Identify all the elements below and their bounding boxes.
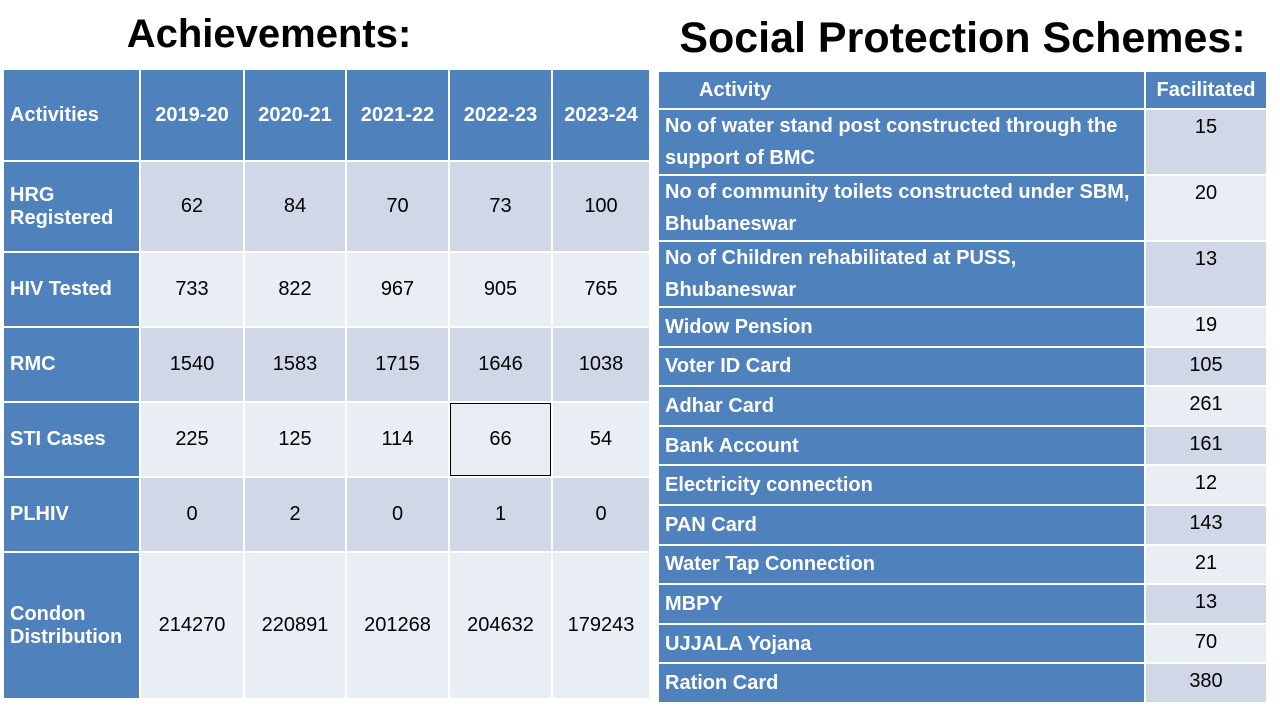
table-cell: 765 xyxy=(553,253,649,326)
facilitated-count: 20 xyxy=(1146,176,1266,240)
social-protection-title: Social Protection Schemes: xyxy=(679,14,1246,62)
column-header: Activity xyxy=(659,72,1144,108)
column-header: Facilitated xyxy=(1146,72,1266,108)
table-row: HRG Registered 62 84 70 73 100 xyxy=(4,162,649,251)
achievements-table: Activities 2019-20 2020-21 2021-22 2022-23 20… xyxy=(2,68,651,700)
activity-label: Widow Pension xyxy=(659,308,1144,346)
table-cell: 1 xyxy=(450,478,551,551)
table-cell[interactable]: 66 xyxy=(450,403,551,476)
table-row: UJJALA Yojana 70 xyxy=(659,624,1266,663)
facilitated-count: 380 xyxy=(1146,664,1266,702)
activity-label: Water Tap Connection xyxy=(659,545,1144,584)
table-cell: 70 xyxy=(347,162,448,251)
table-row: RMC 1540 1583 1715 1646 1038 xyxy=(4,328,649,401)
achievements-title: Achievements: xyxy=(126,12,412,56)
table-header-row: Activity Facilitated xyxy=(659,72,1266,108)
table-cell: 84 xyxy=(245,162,345,251)
table-cell: 204632 xyxy=(450,553,551,698)
facilitated-count: 161 xyxy=(1146,426,1266,465)
row-label: HRG Registered xyxy=(4,162,139,251)
table-cell: 822 xyxy=(245,253,345,326)
table-row: No of Children rehabilitated at PUSS, Bh… xyxy=(659,242,1266,306)
table-cell: 201268 xyxy=(347,553,448,698)
table-cell: 733 xyxy=(141,253,243,326)
facilitated-count: 15 xyxy=(1146,110,1266,174)
facilitated-count: 143 xyxy=(1146,505,1266,544)
facilitated-count: 261 xyxy=(1146,387,1266,425)
social-protection-table: Activity Facilitated No of water stand po… xyxy=(657,70,1268,704)
table-cell: 1715 xyxy=(347,328,448,401)
table-row: Adhar Card 261 xyxy=(659,387,1266,425)
table-cell: 225 xyxy=(141,403,243,476)
column-header: 2019-20 xyxy=(141,70,243,160)
table-cell: 54 xyxy=(553,403,649,476)
table-row: No of water stand post constructed throu… xyxy=(659,110,1266,174)
activity-label: Ration Card xyxy=(659,664,1144,702)
table-cell: 1646 xyxy=(450,328,551,401)
table-cell: 62 xyxy=(141,162,243,251)
activity-label: No of Children rehabilitated at PUSS, Bh… xyxy=(659,242,1144,306)
table-row: STI Cases 225 125 114 66 54 xyxy=(4,403,649,476)
table-row: Ration Card 380 xyxy=(659,664,1266,702)
table-cell: 125 xyxy=(245,403,345,476)
facilitated-count: 12 xyxy=(1146,466,1266,504)
table-row: HIV Tested 733 822 967 905 765 xyxy=(4,253,649,326)
column-header: 2020-21 xyxy=(245,70,345,160)
facilitated-count: 13 xyxy=(1146,242,1266,306)
activity-label: Adhar Card xyxy=(659,387,1144,425)
table-cell: 1540 xyxy=(141,328,243,401)
row-label: Condon Distribution xyxy=(4,553,139,698)
table-cell: 100 xyxy=(553,162,649,251)
table-row: Electricity connection 12 xyxy=(659,466,1266,504)
row-label: PLHIV xyxy=(4,478,139,551)
table-row: PLHIV 0 2 0 1 0 xyxy=(4,478,649,551)
table-cell: 0 xyxy=(141,478,243,551)
activity-label: UJJALA Yojana xyxy=(659,624,1144,663)
table-cell: 220891 xyxy=(245,553,345,698)
table-header-row: Activities 2019-20 2020-21 2021-22 2022-23 20… xyxy=(4,70,649,160)
table-cell: 214270 xyxy=(141,553,243,698)
table-row: Condon Distribution 214270 220891 201268 204… xyxy=(4,553,649,698)
table-row: Widow Pension 19 xyxy=(659,308,1266,346)
facilitated-count: 19 xyxy=(1146,308,1266,346)
table-cell: 114 xyxy=(347,403,448,476)
column-header: 2022-23 xyxy=(450,70,551,160)
table-cell: 179243 xyxy=(553,553,649,698)
column-header: 2021-22 xyxy=(347,70,448,160)
row-label: RMC xyxy=(4,328,139,401)
activity-label: Bank Account xyxy=(659,426,1144,465)
row-label: HIV Tested xyxy=(4,253,139,326)
facilitated-count: 70 xyxy=(1146,624,1266,663)
table-cell: 967 xyxy=(347,253,448,326)
table-row: Bank Account 161 xyxy=(659,426,1266,465)
row-label: STI Cases xyxy=(4,403,139,476)
table-row: No of community toilets constructed unde… xyxy=(659,176,1266,240)
activity-label: No of water stand post constructed throu… xyxy=(659,110,1144,174)
activity-label: PAN Card xyxy=(659,505,1144,544)
table-cell: 1583 xyxy=(245,328,345,401)
table-cell: 905 xyxy=(450,253,551,326)
facilitated-count: 13 xyxy=(1146,585,1266,623)
table-cell: 73 xyxy=(450,162,551,251)
table-cell: 1038 xyxy=(553,328,649,401)
activity-label: No of community toilets constructed unde… xyxy=(659,176,1144,240)
activity-label: Electricity connection xyxy=(659,466,1144,504)
table-cell: 0 xyxy=(347,478,448,551)
activity-label: MBPY xyxy=(659,585,1144,623)
table-row: PAN Card 143 xyxy=(659,505,1266,544)
table-cell: 2 xyxy=(245,478,345,551)
table-row: Voter ID Card 105 xyxy=(659,347,1266,386)
column-header: Activities xyxy=(4,70,139,160)
facilitated-count: 105 xyxy=(1146,347,1266,386)
table-row: MBPY 13 xyxy=(659,585,1266,623)
activity-label: Voter ID Card xyxy=(659,347,1144,386)
table-row: Water Tap Connection 21 xyxy=(659,545,1266,584)
column-header: 2023-24 xyxy=(553,70,649,160)
facilitated-count: 21 xyxy=(1146,545,1266,584)
table-cell: 0 xyxy=(553,478,649,551)
